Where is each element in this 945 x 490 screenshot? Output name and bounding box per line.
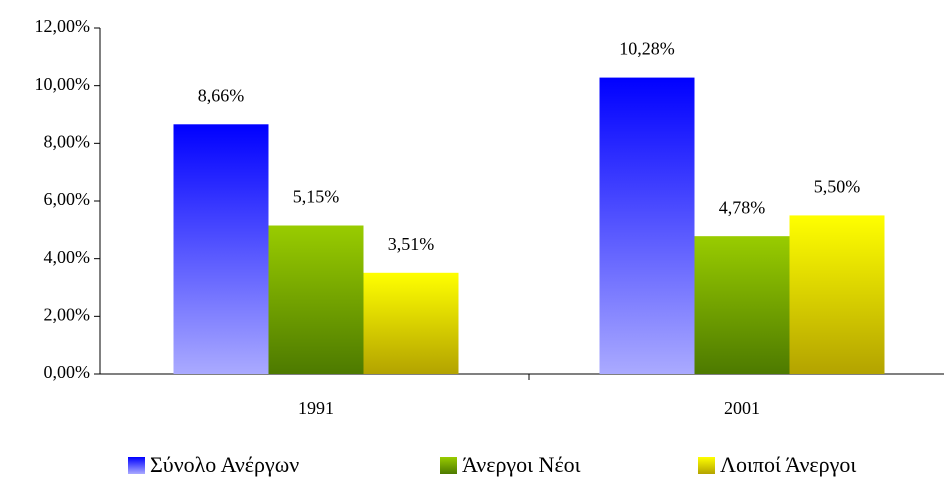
- value-label: 5,15%: [293, 187, 340, 207]
- legend-label: Άνεργοι Νέοι: [462, 452, 581, 477]
- value-label: 4,78%: [719, 197, 766, 217]
- x-tick-label: 1991: [298, 398, 334, 418]
- bar: [363, 272, 459, 374]
- legend-swatch: [440, 457, 457, 474]
- legend: Σύνολο Ανέργων Άνεργοι Νέοι Λοιποί Άνεργοι: [128, 452, 856, 477]
- legend-swatch: [698, 457, 715, 474]
- legend-swatch: [128, 457, 145, 474]
- value-label: 5,50%: [814, 177, 861, 197]
- bar: [173, 124, 269, 374]
- y-tick-label: 6,00%: [44, 189, 91, 209]
- y-tick-label: 2,00%: [44, 304, 91, 324]
- value-label: 10,28%: [619, 39, 675, 59]
- y-tick-label: 12,00%: [35, 16, 91, 36]
- y-tick-label: 4,00%: [44, 247, 91, 267]
- legend-label: Σύνολο Ανέργων: [150, 452, 299, 477]
- legend-label: Λοιποί Άνεργοι: [720, 452, 856, 477]
- value-label: 3,51%: [388, 234, 435, 254]
- bar: [694, 236, 790, 374]
- value-label: 8,66%: [198, 85, 245, 105]
- y-tick-label: 10,00%: [35, 74, 91, 94]
- y-tick-label: 8,00%: [44, 131, 91, 151]
- y-tick-label: 0,00%: [44, 362, 91, 382]
- bar: [268, 225, 364, 374]
- bar: [599, 77, 695, 375]
- bar: [789, 215, 885, 374]
- x-tick-label: 2001: [724, 398, 760, 418]
